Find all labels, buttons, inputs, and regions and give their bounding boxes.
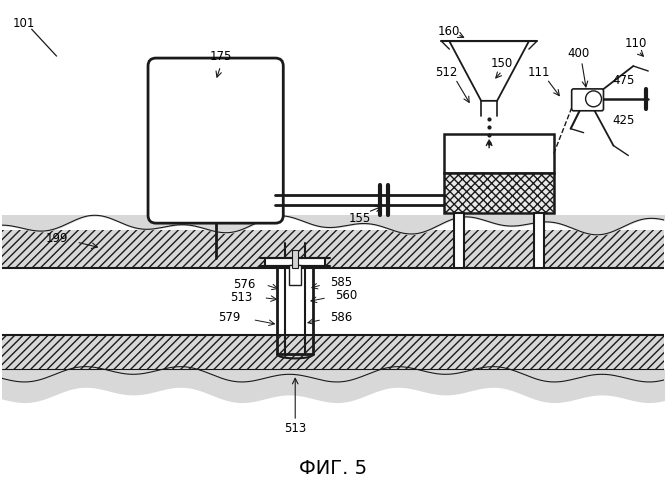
FancyBboxPatch shape — [571, 89, 603, 111]
Text: 425: 425 — [612, 114, 635, 127]
Text: 560: 560 — [335, 289, 357, 302]
Text: 475: 475 — [612, 74, 635, 88]
Text: 150: 150 — [491, 56, 513, 70]
Text: 199: 199 — [45, 232, 68, 244]
Polygon shape — [450, 41, 529, 101]
Bar — [534, 213, 544, 268]
Text: 579: 579 — [218, 311, 240, 324]
Bar — [289, 265, 301, 285]
Circle shape — [585, 91, 601, 107]
Text: 111: 111 — [527, 66, 550, 80]
Bar — [2, 334, 664, 370]
Bar — [444, 134, 553, 173]
Text: 512: 512 — [435, 66, 458, 80]
Text: 585: 585 — [330, 276, 352, 289]
Text: 101: 101 — [13, 17, 35, 30]
Text: 586: 586 — [330, 311, 352, 324]
Bar — [2, 230, 664, 268]
Text: 175: 175 — [209, 50, 232, 62]
Bar — [265, 258, 325, 266]
Bar — [444, 174, 553, 213]
Text: 400: 400 — [567, 46, 590, 60]
Text: 513: 513 — [284, 422, 306, 436]
FancyBboxPatch shape — [148, 58, 283, 223]
Text: 513: 513 — [230, 291, 252, 304]
Text: 155: 155 — [349, 212, 371, 224]
Text: ФИГ. 5: ФИГ. 5 — [299, 460, 367, 478]
Bar — [454, 213, 464, 268]
Text: 576: 576 — [233, 278, 256, 291]
Bar — [292, 250, 298, 268]
Text: 160: 160 — [438, 24, 460, 38]
Text: 110: 110 — [625, 36, 647, 50]
